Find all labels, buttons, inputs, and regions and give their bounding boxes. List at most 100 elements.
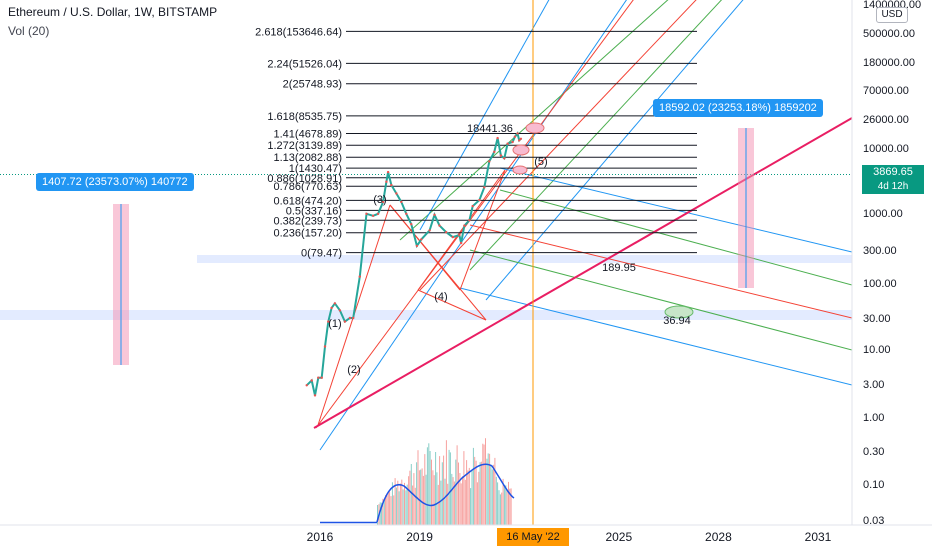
volume-bar: [385, 495, 387, 525]
channel-line: [319, 0, 627, 451]
volume-ma-line: [376, 463, 515, 523]
downtrend-channel-line: [499, 189, 852, 286]
price-axis-tick: 1.00: [863, 412, 884, 424]
price-point: [513, 135, 517, 138]
volume-bar: [429, 451, 431, 525]
volume-bar: [471, 470, 473, 525]
currency-button[interactable]: USD: [876, 7, 908, 23]
trend-line: [313, 117, 852, 429]
volume-bar: [426, 447, 428, 525]
volume-bar: [459, 473, 461, 525]
volume-bar: [437, 484, 439, 525]
highlight-band: [0, 310, 852, 320]
downtrend-channel-line: [469, 224, 852, 319]
volume-bar: [479, 462, 481, 525]
volume-indicator-label[interactable]: Vol (20): [8, 24, 50, 38]
volume-bar: [406, 484, 408, 525]
volume-bar: [440, 480, 442, 525]
volume-bar: [475, 460, 477, 525]
price-axis-tick: 10.00: [863, 344, 891, 356]
price-point: [330, 306, 333, 310]
volume-bars: [320, 438, 515, 525]
volume-bar: [405, 490, 407, 525]
price-annotation: 36.94: [663, 315, 691, 327]
volume-bar: [404, 482, 405, 525]
target-marker: [512, 144, 530, 156]
fib-level-label: 1(1430.47): [289, 163, 342, 175]
target-marker: [512, 165, 528, 175]
volume-bar: [383, 499, 385, 525]
volume-bar: [483, 444, 485, 525]
volume-bar: [451, 473, 453, 525]
volume-bar: [416, 462, 418, 525]
price-point: [365, 212, 368, 215]
channel-line: [469, 0, 723, 271]
volume-bar: [397, 480, 399, 525]
volume-bar: [379, 502, 381, 525]
wave-structure-line: [417, 169, 506, 291]
volume-bar: [413, 473, 415, 525]
volume-bar: [448, 449, 450, 525]
price-point: [338, 309, 342, 312]
price-point: [438, 224, 441, 227]
volume-bar: [436, 472, 438, 525]
volume-bar: [422, 475, 424, 525]
volume-bar: [428, 443, 430, 525]
wave-label: (4): [434, 291, 447, 303]
fib-level-label: 2.24(51526.04): [267, 58, 342, 70]
measure-label-left: 1407.72 (23573.07%) 140772: [36, 173, 194, 191]
volume-bar: [432, 470, 434, 525]
fib-level-label: 0.786(770.63): [274, 181, 343, 193]
wave-structure-line: [459, 169, 506, 291]
price-point: [496, 136, 499, 140]
volume-bar: [472, 447, 474, 525]
price-axis-tick: 26000.00: [863, 114, 909, 126]
volume-bar: [447, 483, 449, 525]
volume-bar: [449, 452, 451, 525]
volume-bar: [399, 483, 401, 525]
volume-bar: [410, 464, 412, 525]
price-axis-tick: 100.00: [863, 278, 897, 290]
fib-level-label: 2.618(153646.64): [255, 26, 342, 38]
volume-bar: [421, 468, 423, 525]
target-marker: [664, 305, 694, 319]
price-axis-tick: 0.03: [863, 515, 884, 527]
volume-bar: [503, 485, 505, 525]
volume-bar: [487, 453, 489, 525]
volume-bar: [424, 454, 426, 525]
target-marker: [525, 122, 545, 134]
volume-bar: [476, 482, 478, 525]
price-point: [415, 244, 419, 248]
price-point: [358, 275, 361, 278]
volume-bar: [433, 475, 435, 525]
volume-bar: [464, 479, 466, 525]
volume-bar: [490, 464, 492, 525]
price-axis-tick: 500000.00: [863, 28, 915, 40]
chart-title: Ethereum / U.S. Dollar, 1W, BITSTAMP: [8, 5, 218, 19]
volume-bar: [486, 458, 488, 525]
volume-bar: [497, 482, 499, 525]
time-axis-tick: 2019: [406, 530, 433, 544]
volume-bar: [409, 470, 411, 525]
volume-bar: [444, 478, 446, 525]
price-series: [305, 131, 523, 397]
channel-line: [315, 0, 634, 429]
volume-bar: [412, 485, 414, 525]
volume-bar: [393, 495, 395, 525]
volume-bar: [508, 481, 509, 525]
price-point: [395, 192, 398, 195]
volume-bar: [417, 450, 419, 525]
volume-bar: [402, 489, 404, 525]
price-point: [400, 200, 403, 204]
price-point: [305, 384, 308, 387]
fib-level-label: 0(79.47): [301, 248, 342, 260]
wave-structure-line: [389, 204, 461, 291]
price-point: [478, 198, 481, 202]
price-point: [428, 229, 431, 232]
price-point: [323, 345, 327, 348]
price-point: [390, 183, 393, 187]
volume-bar: [381, 502, 383, 525]
price-axis-tick: 0.30: [863, 446, 884, 458]
volume-bar: [466, 460, 468, 525]
